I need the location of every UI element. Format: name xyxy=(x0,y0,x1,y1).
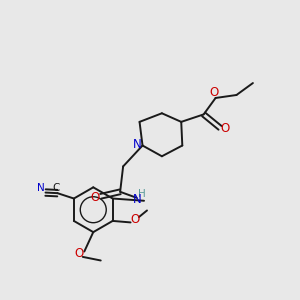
Text: O: O xyxy=(221,122,230,135)
Text: O: O xyxy=(74,247,84,260)
Text: N: N xyxy=(133,137,142,151)
Text: C: C xyxy=(52,183,59,194)
Text: H: H xyxy=(138,189,146,199)
Text: N: N xyxy=(37,183,45,193)
Text: N: N xyxy=(133,193,142,206)
Text: O: O xyxy=(130,213,140,226)
Text: O: O xyxy=(91,191,100,204)
Text: O: O xyxy=(209,86,219,99)
